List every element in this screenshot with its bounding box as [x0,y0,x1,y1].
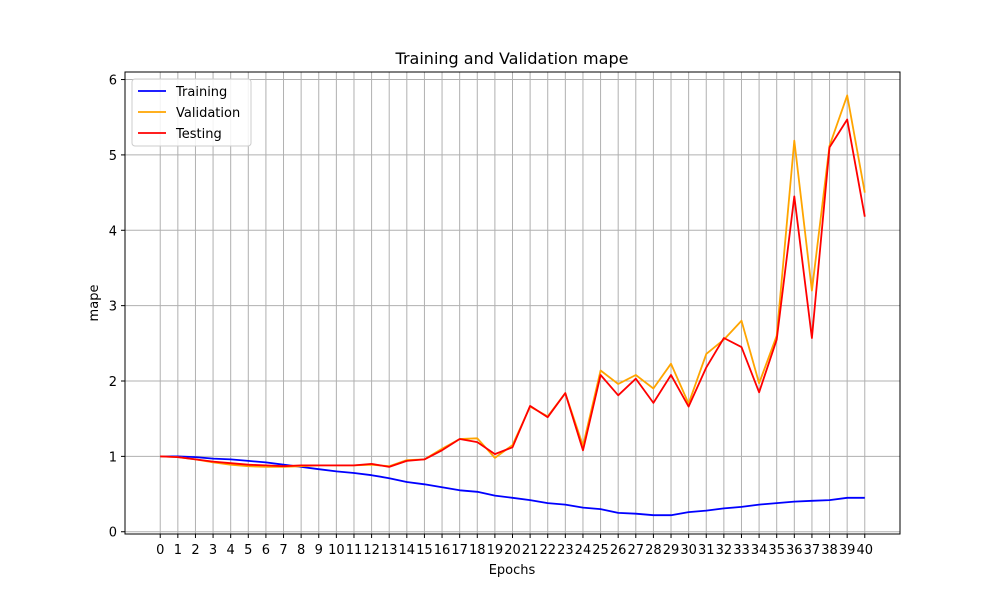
chart-title: Training and Validation mape [395,49,629,68]
legend-label: Validation [176,106,240,121]
x-tick-label: 14 [399,543,416,558]
x-tick-label: 24 [575,543,592,558]
x-axis-label: Epochs [489,563,536,578]
x-tick-label: 33 [733,543,750,558]
x-tick-label: 21 [522,543,539,558]
x-tick-label: 22 [539,543,556,558]
x-tick-label: 13 [381,543,398,558]
x-tick-label: 28 [645,543,662,558]
x-tick-label: 35 [768,543,785,558]
series-lines [160,94,866,517]
x-tick-label: 30 [680,543,697,558]
x-tick-label: 34 [751,543,768,558]
x-tick-label: 18 [469,543,486,558]
x-tick-label: 16 [434,543,451,558]
legend-entry-validation: Validation [138,106,240,121]
x-tick-label: 23 [557,543,574,558]
legend-label: Training [175,85,227,100]
x-tick-label: 0 [156,543,164,558]
y-tick-label: 4 [109,224,117,239]
y-tick-label: 0 [109,526,117,541]
legend-label: Testing [175,127,222,142]
y-tick-label: 2 [109,375,117,390]
series-line-testing [160,118,866,468]
x-tick-label: 38 [821,543,838,558]
x-tick-label: 3 [209,543,217,558]
x-tick-label: 7 [279,543,287,558]
x-tick-label: 11 [346,543,363,558]
y-axis-ticks: 0 1 2 3 4 5 6 [109,74,125,541]
x-tick-label: 20 [504,543,521,558]
x-tick-label: 9 [315,543,323,558]
legend-entry-training: Training [138,85,227,100]
y-tick-label: 6 [109,74,117,89]
series-line-training [160,455,865,517]
x-tick-label: 4 [227,543,235,558]
x-tick-label: 5 [244,543,252,558]
x-tick-label: 1 [174,543,182,558]
x-tick-label: 27 [628,543,645,558]
legend-entry-testing: Testing [138,127,222,142]
x-axis-ticks: 0 1 2 3 4 5 6 7 8 9 10 11 12 13 14 15 16 17 18 19 20 21 22 23 24… [156,534,873,558]
x-tick-label: 29 [663,543,680,558]
x-tick-label: 26 [610,543,627,558]
x-tick-label: 15 [416,543,433,558]
x-tick-label: 39 [839,543,856,558]
plot-frame [124,71,901,535]
x-tick-label: 25 [592,543,609,558]
y-tick-label: 1 [109,450,117,465]
y-tick-label: 5 [109,149,117,164]
x-tick-label: 19 [487,543,504,558]
x-tick-label: 36 [786,543,803,558]
x-tick-label: 12 [363,543,380,558]
x-tick-label: 17 [451,543,468,558]
x-tick-label: 6 [262,543,270,558]
x-tick-label: 10 [328,543,345,558]
x-tick-label: 31 [698,543,715,558]
x-tick-label: 2 [191,543,199,558]
y-axis-label: mape [87,285,102,322]
x-tick-label: 40 [856,543,873,558]
legend: Training Validation Testing [131,78,252,147]
y-tick-label: 3 [109,300,117,315]
legend-box [131,78,252,147]
x-tick-label: 32 [716,543,733,558]
x-tick-label: 37 [804,543,821,558]
x-tick-label: 8 [297,543,305,558]
